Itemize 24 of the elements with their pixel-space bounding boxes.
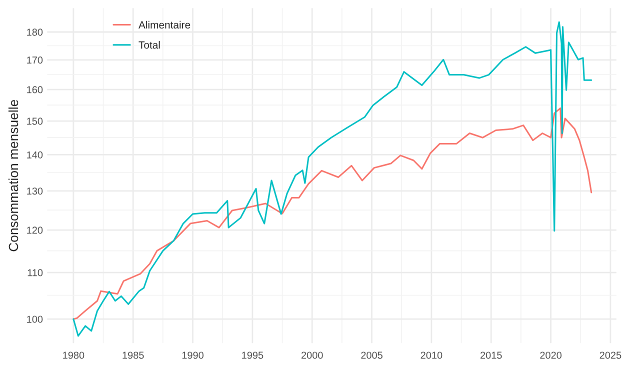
- x-tick-label: 2010: [420, 352, 442, 359]
- y-tick-label: 110: [28, 269, 43, 276]
- line-series: [72, 107, 592, 320]
- y-tick-label: 140: [27, 151, 43, 158]
- x-tick-label: 2020: [540, 352, 562, 359]
- x-tick-label: 2000: [301, 352, 323, 359]
- line-series: [72, 21, 592, 337]
- x-tick-label: 2005: [361, 352, 382, 359]
- x-tick-label: 2025: [600, 352, 622, 359]
- y-tick-label: 170: [27, 56, 43, 64]
- x-tick-label: 1990: [182, 352, 204, 359]
- y-tick-label: 180: [27, 28, 43, 36]
- x-tick-label: 2015: [480, 352, 502, 359]
- y-tick-label: 100: [27, 316, 43, 323]
- y-tick-label: 150: [27, 118, 43, 125]
- x-tick-label: 1995: [242, 352, 264, 359]
- x-tick-label: 1980: [63, 352, 84, 359]
- x-tick-label: 1985: [122, 352, 144, 359]
- y-tick-label: 130: [27, 188, 43, 195]
- y-axis-title: Consommation mensuelle: [8, 100, 18, 252]
- legend-label: Total: [138, 41, 160, 49]
- y-tick-label: 120: [27, 226, 43, 234]
- legend-label: Alimentaire: [138, 20, 190, 29]
- y-tick-label: 160: [27, 86, 43, 94]
